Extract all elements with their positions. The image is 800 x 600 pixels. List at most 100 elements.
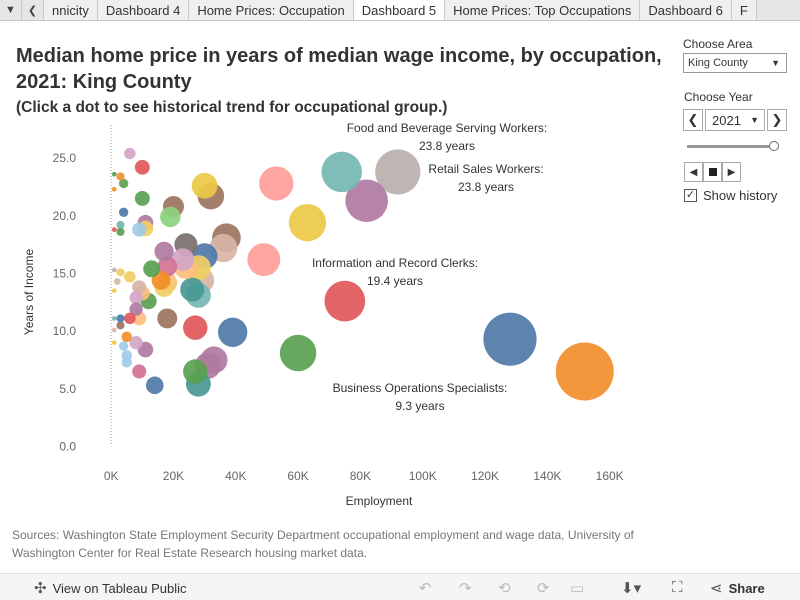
data-point[interactable] [111,186,117,192]
tab-home-prices-top-occupations[interactable]: Home Prices: Top Occupations [445,0,641,20]
fullscreen-icon[interactable]: ⛶ [672,579,683,596]
year-next-button[interactable]: ❯ [767,109,787,131]
data-point[interactable] [259,166,294,201]
data-point[interactable] [121,356,132,368]
y-tick-label: 20.0 [53,209,77,223]
view-on-tableau-button[interactable]: ✣ View on Tableau Public [34,579,187,597]
y-tick-label: 5.0 [59,382,76,396]
tab-dashboard-4[interactable]: Dashboard 4 [97,0,190,20]
y-tick-label: 25.0 [53,151,77,165]
data-point[interactable] [116,314,125,323]
data-point[interactable] [111,340,117,345]
tab-next[interactable]: F [731,0,757,20]
year-prev-button[interactable]: ❮ [683,109,703,131]
data-point[interactable] [288,204,327,242]
y-axis: 0.0 5.0 10.0 15.0 20.0 25.0 [53,151,77,453]
playback-stop-button[interactable] [703,162,722,182]
data-point[interactable] [375,149,421,195]
year-select[interactable]: 2021 ▼ [705,109,765,131]
redo-icon[interactable]: ↷ [459,580,472,597]
data-point[interactable] [118,207,129,217]
data-point[interactable] [116,220,125,230]
page-title: Median home price in years of median wag… [16,45,662,93]
data-point[interactable] [145,376,164,395]
data-point[interactable] [279,334,317,372]
tab-home-prices-occupation[interactable]: Home Prices: Occupation [189,0,354,20]
caret-down-icon: ▼ [771,58,780,68]
data-point[interactable] [555,342,614,401]
tab-scroll-left-button[interactable]: ❮ [22,0,44,20]
data-point[interactable] [154,241,174,262]
annotation-value: 19.4 years [367,274,423,288]
data-point[interactable] [183,359,208,384]
data-point[interactable] [183,315,208,340]
pause-icon[interactable]: ▭ [570,580,585,597]
tab-label: Home Prices: Top Occupations [453,2,632,18]
data-point[interactable] [324,280,366,322]
refresh-icon[interactable]: ⟳ [537,580,550,597]
data-point[interactable] [132,364,147,379]
data-point[interactable] [111,288,117,294]
x-tick-label: 80K [350,469,371,483]
x-tick-label: 140K [533,469,561,483]
y-tick-label: 10.0 [53,324,77,338]
data-point[interactable] [157,308,178,329]
data-point[interactable] [321,151,362,193]
data-point[interactable] [180,277,205,302]
view-on-tableau-label: View on Tableau Public [52,580,187,596]
bottom-toolbar: ✣ View on Tableau Public ↶ ↷ ⟲ ⟳ ▭ ⬇▾ ⛶ … [0,573,800,600]
data-point[interactable] [191,172,218,199]
download-icon[interactable]: ⬇▾ [621,580,642,597]
data-point[interactable] [247,243,281,277]
data-point[interactable] [111,267,117,273]
data-point[interactable] [143,260,161,278]
data-point[interactable] [124,312,136,325]
data-point[interactable] [114,278,121,285]
data-point[interactable] [116,321,125,330]
data-point[interactable] [160,206,181,228]
revert-icon[interactable]: ⟲ [498,580,511,597]
data-point[interactable] [134,191,150,206]
data-point[interactable] [171,248,195,271]
y-axis-title: Years of Income [22,249,36,336]
playback-forward-button[interactable]: ▶ [722,162,741,182]
data-point[interactable] [116,268,125,277]
data-point[interactable] [124,271,136,283]
data-point[interactable] [111,327,117,333]
area-label: Choose Area [683,37,753,51]
data-point[interactable] [121,331,132,343]
data-point[interactable] [483,312,537,366]
data-point[interactable] [118,178,129,189]
annotation-name: Food and Beverage Serving Workers: [347,121,548,135]
data-point[interactable] [111,316,117,321]
undo-icon[interactable]: ↶ [419,580,432,597]
data-point[interactable] [132,280,147,295]
data-point[interactable] [129,302,143,316]
tab-label: nnicity [52,2,89,18]
data-point[interactable] [111,171,117,177]
year-label: Choose Year [684,90,753,104]
data-point[interactable] [116,172,125,181]
tab-dashboard-5[interactable]: Dashboard 5 [353,0,446,20]
data-point[interactable] [116,227,125,236]
area-select[interactable]: King County ▼ [683,53,787,73]
tab-ethnicity[interactable]: nnicity [44,0,98,20]
data-point[interactable] [129,335,143,350]
share-label: Share [728,580,765,596]
share-button[interactable]: ⋖ Share [710,579,765,597]
data-point[interactable] [217,317,248,347]
data-point[interactable] [124,147,136,160]
data-point[interactable] [118,341,129,351]
tab-label: Dashboard 4 [105,2,181,18]
year-slider-track[interactable] [687,145,773,148]
data-point[interactable] [345,179,388,223]
playback-back-button[interactable]: ◀ [684,162,703,182]
tab-menu-button[interactable]: ▼ [0,0,22,20]
data-point[interactable] [134,159,150,175]
data-point[interactable] [129,291,143,305]
data-point[interactable] [111,227,117,232]
year-slider-handle[interactable] [769,141,779,151]
tab-dashboard-6[interactable]: Dashboard 6 [640,0,732,20]
data-point[interactable] [132,222,147,237]
show-history-checkbox[interactable]: ✓ [684,189,697,202]
